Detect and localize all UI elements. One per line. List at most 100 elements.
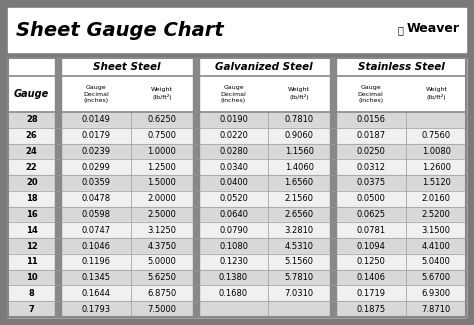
- Text: Gauge
Decimal
(inches): Gauge Decimal (inches): [83, 85, 109, 103]
- Text: 0.0500: 0.0500: [356, 194, 385, 203]
- Bar: [55, 58, 62, 317]
- Text: 0.1046: 0.1046: [82, 241, 111, 251]
- Text: 0.0520: 0.0520: [219, 194, 248, 203]
- Text: 0.0299: 0.0299: [82, 163, 111, 172]
- Text: 0.0312: 0.0312: [356, 163, 385, 172]
- Bar: [8, 58, 466, 317]
- Text: 2.5000: 2.5000: [147, 210, 176, 219]
- Text: 0.0781: 0.0781: [356, 226, 385, 235]
- Text: 4.5310: 4.5310: [284, 241, 314, 251]
- Text: 0.1680: 0.1680: [219, 289, 248, 298]
- Text: Weight
(lb/ft²): Weight (lb/ft²): [425, 87, 447, 100]
- Bar: [8, 58, 466, 317]
- Text: 0.7500: 0.7500: [147, 131, 176, 140]
- Bar: [8, 238, 466, 254]
- Text: 0.1644: 0.1644: [82, 289, 111, 298]
- Text: 0.0340: 0.0340: [219, 163, 248, 172]
- Text: 2.0160: 2.0160: [422, 194, 451, 203]
- Text: 5.7810: 5.7810: [284, 273, 314, 282]
- Text: Stainless Steel: Stainless Steel: [357, 62, 444, 72]
- Text: 0.0190: 0.0190: [219, 115, 248, 124]
- Bar: [8, 207, 466, 222]
- Text: 20: 20: [26, 178, 37, 188]
- Text: 7.5000: 7.5000: [147, 305, 176, 314]
- Text: Weight
(lb/ft²): Weight (lb/ft²): [288, 87, 310, 100]
- Bar: [8, 8, 466, 52]
- Text: 10: 10: [26, 273, 37, 282]
- Text: 0.0250: 0.0250: [356, 147, 385, 156]
- Text: 0.1719: 0.1719: [356, 289, 385, 298]
- Text: 0.0790: 0.0790: [219, 226, 248, 235]
- Text: 0.0359: 0.0359: [82, 178, 111, 188]
- Text: 0.6250: 0.6250: [147, 115, 176, 124]
- Text: 18: 18: [26, 194, 37, 203]
- Text: 0.1793: 0.1793: [82, 305, 111, 314]
- Bar: [8, 159, 466, 175]
- Text: 16: 16: [26, 210, 37, 219]
- Text: 0.0375: 0.0375: [356, 178, 385, 188]
- Text: 0.7810: 0.7810: [284, 115, 314, 124]
- Text: 8: 8: [29, 289, 35, 298]
- Text: 0.0239: 0.0239: [82, 147, 111, 156]
- Text: 3.1250: 3.1250: [147, 226, 176, 235]
- Text: 24: 24: [26, 147, 37, 156]
- Text: 5.6250: 5.6250: [147, 273, 176, 282]
- Bar: [8, 285, 466, 301]
- Text: 2.0000: 2.0000: [147, 194, 176, 203]
- Bar: [8, 191, 466, 207]
- Text: 5.0000: 5.0000: [147, 257, 176, 266]
- Text: 0.1196: 0.1196: [82, 257, 111, 266]
- Text: 12: 12: [26, 241, 37, 251]
- Bar: [8, 144, 466, 159]
- Text: Weaver: Weaver: [407, 21, 460, 34]
- Text: 0.0156: 0.0156: [356, 115, 385, 124]
- Text: Weight
(lb/ft²): Weight (lb/ft²): [151, 87, 173, 100]
- Text: 6.8750: 6.8750: [147, 289, 176, 298]
- Bar: [8, 76, 466, 112]
- Text: 0.1380: 0.1380: [219, 273, 248, 282]
- Text: 3.1500: 3.1500: [422, 226, 451, 235]
- Text: 0.0625: 0.0625: [356, 210, 385, 219]
- Bar: [8, 270, 466, 285]
- Text: 1.0000: 1.0000: [147, 147, 176, 156]
- Text: 0.0187: 0.0187: [356, 131, 385, 140]
- Text: 1.4060: 1.4060: [284, 163, 314, 172]
- Bar: [8, 301, 466, 317]
- Text: 0.9060: 0.9060: [284, 131, 314, 140]
- Text: 3.2810: 3.2810: [284, 226, 314, 235]
- Text: 2.5200: 2.5200: [422, 210, 451, 219]
- Bar: [8, 222, 466, 238]
- Text: 0.1094: 0.1094: [356, 241, 385, 251]
- Text: 11: 11: [26, 257, 37, 266]
- Text: 1.2600: 1.2600: [422, 163, 451, 172]
- Text: Sheet Gauge Chart: Sheet Gauge Chart: [16, 20, 224, 40]
- Text: 5.6700: 5.6700: [422, 273, 451, 282]
- Text: 22: 22: [26, 163, 37, 172]
- Text: 0.0478: 0.0478: [82, 194, 111, 203]
- Text: 1.1560: 1.1560: [284, 147, 314, 156]
- Text: Gauge
Decimal
(inches): Gauge Decimal (inches): [220, 85, 246, 103]
- Text: Gauge: Gauge: [14, 89, 49, 99]
- Bar: [8, 254, 466, 270]
- Text: 0.1406: 0.1406: [356, 273, 385, 282]
- Text: 2.6560: 2.6560: [284, 210, 314, 219]
- Text: 4.4100: 4.4100: [422, 241, 451, 251]
- Text: 0.1250: 0.1250: [356, 257, 385, 266]
- Text: 0.1875: 0.1875: [356, 305, 385, 314]
- Text: 0.0400: 0.0400: [219, 178, 248, 188]
- Bar: [8, 128, 466, 144]
- Text: 0.0280: 0.0280: [219, 147, 248, 156]
- Text: 0.1230: 0.1230: [219, 257, 248, 266]
- Text: 5.0400: 5.0400: [422, 257, 451, 266]
- Text: 🚛: 🚛: [398, 25, 404, 35]
- Text: 0.0220: 0.0220: [219, 131, 248, 140]
- Text: 28: 28: [26, 115, 37, 124]
- Bar: [330, 58, 336, 317]
- Text: Galvanized Steel: Galvanized Steel: [215, 62, 313, 72]
- Text: 14: 14: [26, 226, 37, 235]
- Bar: [8, 112, 466, 128]
- Text: 7.0310: 7.0310: [284, 289, 314, 298]
- Bar: [192, 58, 199, 317]
- Text: 1.5000: 1.5000: [147, 178, 176, 188]
- Bar: [8, 58, 466, 76]
